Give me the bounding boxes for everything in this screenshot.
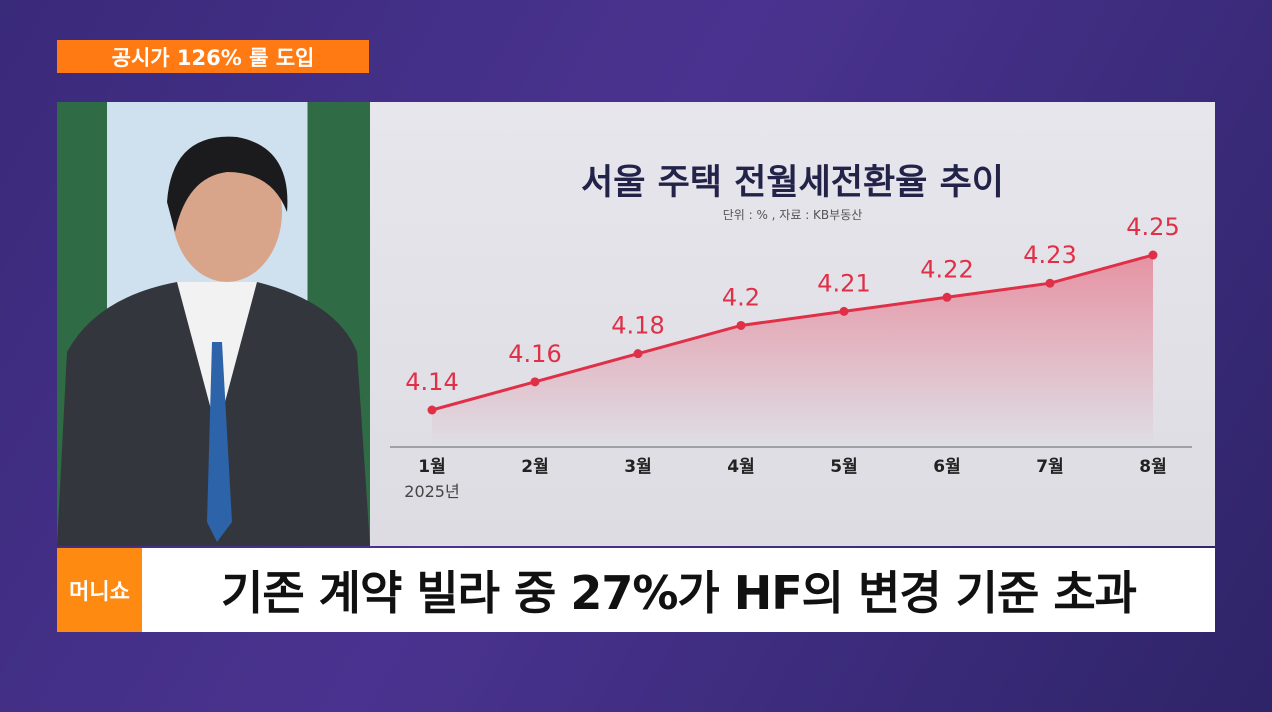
presenter-video xyxy=(57,102,370,546)
data-label: 4.23 xyxy=(1023,241,1076,269)
x-tick-label: 4월 xyxy=(727,457,754,477)
data-point xyxy=(839,306,849,316)
x-tick-label: 2월 xyxy=(521,457,548,477)
x-tick-label: 7월 xyxy=(1036,457,1063,477)
chart-title: 서울 주택 전월세전환율 추이 xyxy=(581,163,1004,203)
data-label: 4.16 xyxy=(508,340,561,368)
data-point xyxy=(427,405,437,415)
data-point xyxy=(530,377,540,387)
line-chart: 4.14 1월 4.16 2월 4.18 3월 4.2 4월 4.21 5월 4.22 6월 4.23 7… xyxy=(390,213,1192,501)
data-label: 4.2 xyxy=(722,283,760,311)
data-point xyxy=(1148,250,1158,260)
x-tick-label: 3월 xyxy=(624,457,651,477)
chart-subtitle: 단위 : % , 자료 : KB부동산 xyxy=(722,208,863,222)
topic-tag: 공시가 126% 룰 도입 xyxy=(57,40,369,73)
data-label: 4.21 xyxy=(817,269,870,297)
headline-caption: 기존 계약 빌라 중 27%가 HF의 변경 기준 초과 xyxy=(142,548,1215,632)
area-fill xyxy=(432,255,1153,447)
x-tick-label: 1월 xyxy=(418,457,445,477)
data-point xyxy=(942,292,952,302)
data-point xyxy=(633,349,643,359)
year-label: 2025년 xyxy=(404,482,459,501)
data-label: 4.22 xyxy=(920,255,973,283)
data-point xyxy=(1045,278,1055,288)
presenter-figure xyxy=(57,136,370,546)
data-label: 4.25 xyxy=(1126,213,1179,241)
series-line xyxy=(431,253,1154,412)
chart-panel: 서울 주택 전월세전환율 추이 단위 : % , 자료 : KB부동산 4.14… xyxy=(370,102,1215,546)
data-point xyxy=(736,320,746,330)
data-label: 4.14 xyxy=(405,368,458,396)
data-label: 4.18 xyxy=(611,312,664,340)
channel-logo: 머니쇼 xyxy=(57,548,142,632)
x-tick-label: 6월 xyxy=(933,457,960,477)
x-tick-label: 5월 xyxy=(830,457,857,477)
x-tick-label: 8월 xyxy=(1139,457,1166,477)
